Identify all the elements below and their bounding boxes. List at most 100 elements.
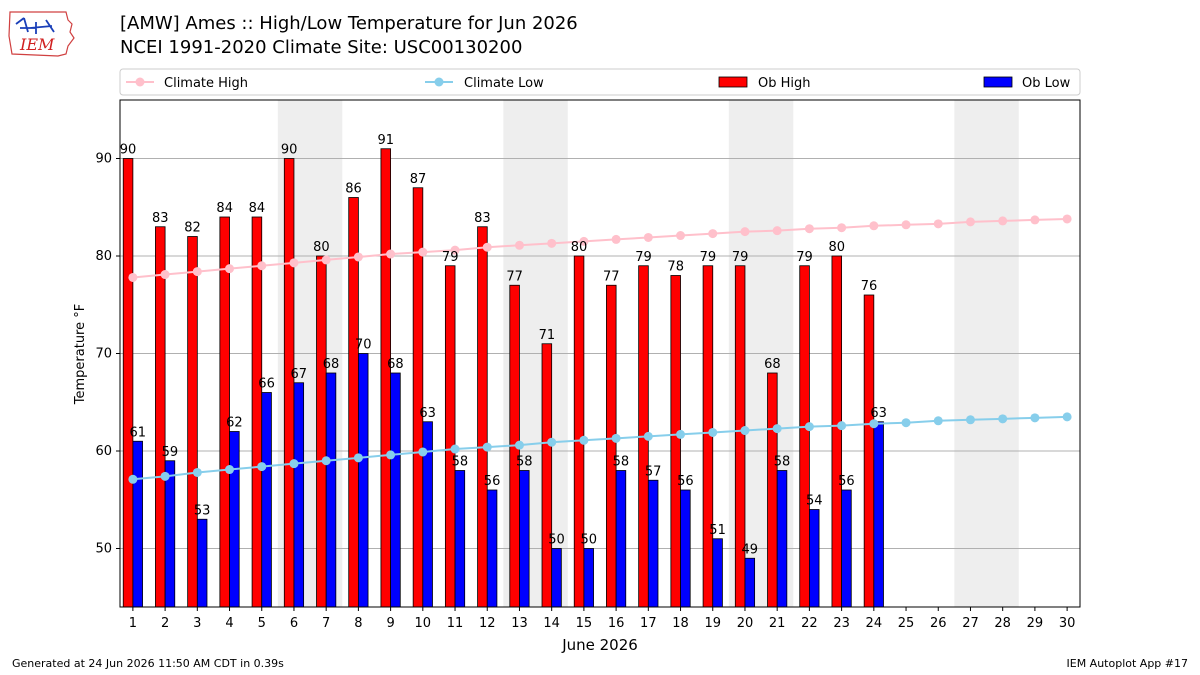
legend-ob-high-swatch xyxy=(718,76,748,88)
ob-low-bar xyxy=(390,372,401,608)
ob-low-bar xyxy=(712,538,723,608)
ob-low-bar xyxy=(325,372,337,608)
ob-low-value-label: 62 xyxy=(226,416,243,431)
ob-high-value-label: 83 xyxy=(152,211,169,226)
climate-high-point xyxy=(160,270,170,280)
ob-high-bar xyxy=(799,265,810,608)
iowa-outline-icon xyxy=(8,11,75,57)
ob-low-value-label: 59 xyxy=(162,445,179,460)
ob-low-value-label: 63 xyxy=(870,406,887,421)
climate-high-point xyxy=(611,234,621,244)
climate-low-point xyxy=(450,444,460,454)
x-tick-label: 27 xyxy=(962,616,979,631)
x-tick-label: 18 xyxy=(672,616,689,631)
ob-high-bar xyxy=(541,343,553,608)
climate-low-point xyxy=(353,453,363,463)
climate-low-point xyxy=(1030,413,1040,423)
chart-title: [AMW] Ames :: High/Low Temperature for J… xyxy=(120,13,578,34)
x-tick-label: 26 xyxy=(930,616,947,631)
climate-high-point xyxy=(547,238,557,248)
ob-low-value-label: 57 xyxy=(645,464,662,479)
ob-high-bar xyxy=(187,236,198,608)
climate-high-point xyxy=(772,226,782,236)
ob-low-value-label: 51 xyxy=(709,523,726,538)
x-tick-label: 6 xyxy=(290,616,298,631)
ob-low-value-label: 50 xyxy=(548,533,565,548)
climate-high-point xyxy=(837,223,847,233)
climate-low-point xyxy=(772,424,782,434)
legend-climate-low-marker xyxy=(434,77,444,87)
climate-high-point xyxy=(514,240,524,250)
legend-climate-low-label: Climate Low xyxy=(464,76,544,91)
climate-high-point xyxy=(418,247,428,257)
climate-low-line xyxy=(132,415,1068,481)
ob-high-bar xyxy=(444,265,456,608)
y-axis: 50 60 70 80 90 xyxy=(95,152,120,557)
logo-text: IEM xyxy=(19,35,55,54)
app-id: IEM Autoplot App #17 xyxy=(1066,657,1189,670)
ob-low-value-label: 58 xyxy=(774,455,791,470)
x-tick-label: 4 xyxy=(225,616,233,631)
ob-low-bar xyxy=(615,470,627,608)
climate-low-point xyxy=(192,467,202,477)
x-tick-label: 7 xyxy=(322,616,330,631)
ob-low-value-label: 58 xyxy=(516,455,533,470)
y-axis-label: Temperature °F xyxy=(73,304,88,405)
chart-subtitle: NCEI 1991-2020 Climate Site: USC00130200 xyxy=(120,37,523,58)
x-tick-label: 5 xyxy=(258,616,266,631)
climate-high-point xyxy=(740,227,750,237)
climate-low-point xyxy=(482,442,492,452)
ob-low-value-label: 56 xyxy=(484,474,501,489)
x-tick-label: 29 xyxy=(1027,616,1044,631)
x-tick-label: 19 xyxy=(704,616,721,631)
ob-low-bar xyxy=(647,479,659,608)
ob-low-bar xyxy=(164,460,176,608)
ob-low-bar xyxy=(744,557,756,608)
climate-high-point xyxy=(643,232,653,242)
ob-low-bar xyxy=(841,489,852,608)
climate-low-point xyxy=(611,433,621,443)
ob-low-value-label: 58 xyxy=(613,455,630,470)
ob-high-bar xyxy=(767,372,778,608)
ob-high-value-label: 77 xyxy=(506,269,523,284)
iem-logo: IEM xyxy=(8,11,75,57)
climate-low-point xyxy=(579,435,589,445)
ob-high-value-label: 71 xyxy=(539,328,556,343)
x-tick-label: 17 xyxy=(640,616,657,631)
legend-climate-high-marker xyxy=(135,77,145,87)
climate-high-point xyxy=(708,229,718,239)
x-tick-label: 15 xyxy=(576,616,593,631)
x-axis-label: June 2026 xyxy=(561,636,638,654)
y-tick-label: 50 xyxy=(95,542,112,557)
x-tick-label: 21 xyxy=(769,616,786,631)
ob-high-value-label: 76 xyxy=(861,279,878,294)
ob-high-value-label: 90 xyxy=(281,143,298,158)
x-tick-label: 28 xyxy=(994,616,1011,631)
climate-high-point xyxy=(676,231,686,241)
climate-lines xyxy=(128,214,1072,484)
ob-low-value-label: 49 xyxy=(742,542,759,557)
ob-low-value-label: 56 xyxy=(677,474,694,489)
ob-low-value-label: 56 xyxy=(838,474,855,489)
ob-high-value-label: 82 xyxy=(184,221,201,236)
ob-low-value-label: 54 xyxy=(806,494,823,509)
x-tick-label: 13 xyxy=(511,616,528,631)
ob-low-bar xyxy=(873,421,884,608)
ob-high-value-label: 68 xyxy=(764,357,781,372)
x-tick-label: 1 xyxy=(129,616,137,631)
legend: Climate High Climate Low Ob High Ob Low xyxy=(119,68,1081,96)
climate-high-point xyxy=(128,272,138,282)
ob-low-bar xyxy=(808,509,820,608)
ob-high-bar xyxy=(831,255,843,608)
generated-timestamp: Generated at 24 Jun 2026 11:50 AM CDT in… xyxy=(12,657,284,670)
ob-high-value-label: 80 xyxy=(571,240,588,255)
climate-low-point xyxy=(257,462,267,472)
climate-low-point xyxy=(804,422,814,432)
climate-low-point xyxy=(869,419,879,429)
ob-high-value-label: 84 xyxy=(216,201,233,216)
climate-low-point xyxy=(514,440,524,450)
climate-low-point xyxy=(289,459,299,469)
ob-high-bar xyxy=(219,216,230,608)
climate-high-point xyxy=(933,219,943,229)
ob-high-value-label: 87 xyxy=(410,172,427,187)
